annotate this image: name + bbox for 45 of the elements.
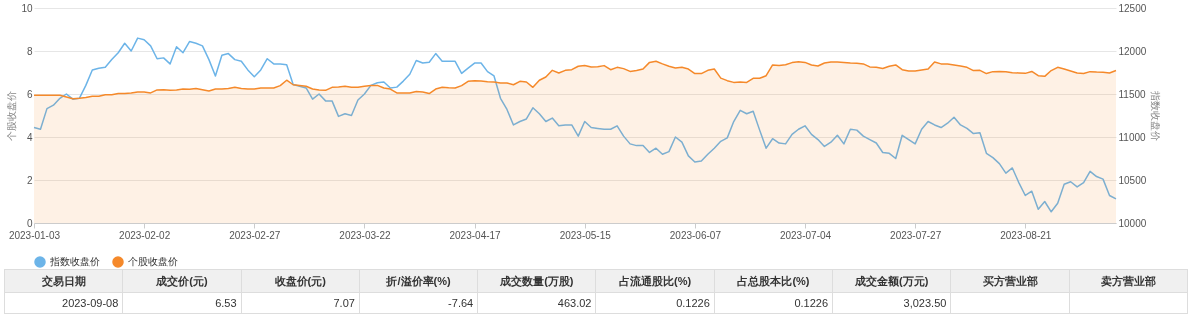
text: 2023-09-08 — [4, 292, 123, 314]
x-tick-label: 2023-07-04 — [779, 229, 832, 241]
legend-label: 个股收盘价 — [128, 256, 178, 267]
text: 0.1226 — [595, 292, 715, 314]
text: 折/溢价率(%) — [359, 269, 478, 293]
y2-tick-label: 11000 — [1118, 131, 1146, 143]
y-tick-label: 4 — [26, 131, 33, 143]
x-tick-label: 2023-05-15 — [559, 229, 612, 241]
y2-tick-label: 10500 — [1118, 174, 1147, 186]
text: 0.1226 — [714, 292, 833, 314]
text: 收盘价(元) — [241, 269, 360, 293]
y2-tick-label: 12000 — [1118, 45, 1147, 57]
text: -7.64 — [359, 292, 478, 314]
x-tick-label: 2023-02-27 — [229, 229, 281, 241]
line-series — [33, 37, 1117, 213]
x-tick-label: 2023-08-21 — [1000, 229, 1052, 241]
text: 占总股本比(%) — [714, 269, 833, 293]
text: 成交价(元) — [122, 269, 242, 293]
x-tick-label: 2023-06-07 — [669, 229, 722, 241]
x-tick-label: 2023-07-27 — [890, 229, 942, 241]
y-tick-label: 0 — [26, 217, 33, 229]
y-tick-label: 6 — [26, 88, 33, 100]
y2-tick-label: 11500 — [1118, 88, 1146, 100]
y-tick-label: 8 — [26, 45, 33, 57]
x-tick-label: 2023-02-02 — [119, 229, 171, 241]
y2-tick-label: 10000 — [1118, 217, 1147, 229]
x-tick-label: 2023-04-17 — [449, 229, 502, 241]
text: 3,023.50 — [832, 292, 951, 314]
y-tick-label: 2 — [26, 174, 33, 186]
y-axis-title: 个股收盘价 — [6, 91, 18, 141]
text: 成交金额(万元) — [832, 269, 951, 293]
y2-axis-title: 指数收盘价 — [1150, 90, 1162, 141]
text: 买方营业部 — [950, 269, 1070, 293]
x-tick-label: 2023-01-03 — [8, 229, 61, 241]
text: 占流通股比(%) — [595, 269, 715, 293]
text: 7.07 — [241, 292, 360, 314]
text: 卖方营业部 — [1069, 269, 1188, 293]
y-tick-label: 10 — [21, 2, 33, 14]
text: 6.53 — [122, 292, 242, 314]
x-tick-label: 2023-03-22 — [339, 229, 391, 241]
legend-label: 指数收盘价 — [49, 256, 100, 267]
y2-tick-label: 12500 — [1118, 2, 1147, 14]
text: 成交数量(万股) — [477, 269, 596, 293]
text: 463.02 — [477, 292, 596, 314]
text: 交易日期 — [4, 269, 123, 293]
